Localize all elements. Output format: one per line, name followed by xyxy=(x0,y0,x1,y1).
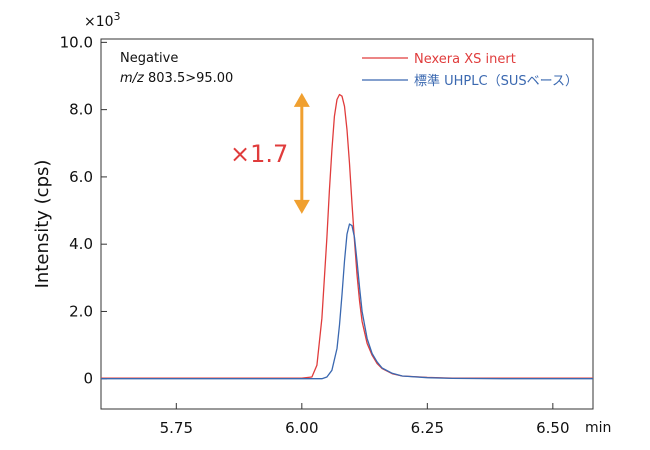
axis-ticks: 5.75 6.00 6.25 6.50 0 2.0 4.0 6.0 8.0 10.0 xyxy=(60,33,570,437)
legend-label-series-0: Nexera XS inert xyxy=(414,52,516,67)
x-tick-label: 6.00 xyxy=(285,419,318,437)
x-tick-label: 6.50 xyxy=(536,419,569,437)
y-tick-label: 2.0 xyxy=(69,302,93,320)
y-tick-label: 4.0 xyxy=(69,235,93,253)
y-tick-label: 6.0 xyxy=(69,168,93,186)
y-tick-label: 8.0 xyxy=(69,101,93,119)
y-tick-label: 10.0 xyxy=(60,33,93,51)
x-tick-label: 5.75 xyxy=(160,419,193,437)
y-multiplier: ×103 xyxy=(84,10,121,30)
series-line-1 xyxy=(101,223,593,380)
y-multiplier-base: ×10 xyxy=(84,14,114,30)
y-tick-label: 0 xyxy=(83,370,93,388)
x-axis-label: min xyxy=(585,420,611,436)
ratio-arrow-head-top xyxy=(293,92,310,107)
legend: Nexera XS inert 標準 UHPLC（SUSベース） xyxy=(362,52,578,89)
annotation-mz-prefix: m/z xyxy=(120,71,145,86)
plot-frame xyxy=(100,38,594,410)
ratio-arrow-head-bottom xyxy=(293,199,310,214)
ratio-arrow xyxy=(293,92,310,214)
annotation-mz: m/z 803.5>95.00 xyxy=(120,71,233,86)
annotation-mode: Negative xyxy=(120,51,178,66)
ratio-label: ×1.7 xyxy=(230,140,288,168)
annotation-mz-value: 803.5>95.00 xyxy=(144,71,233,86)
legend-label-series-1: 標準 UHPLC（SUSベース） xyxy=(414,73,578,89)
y-multiplier-exponent: 3 xyxy=(114,10,121,23)
x-tick-label: 6.25 xyxy=(411,419,444,437)
y-axis-label: Intensity (cps) xyxy=(32,160,53,289)
chart-marks xyxy=(101,92,593,380)
